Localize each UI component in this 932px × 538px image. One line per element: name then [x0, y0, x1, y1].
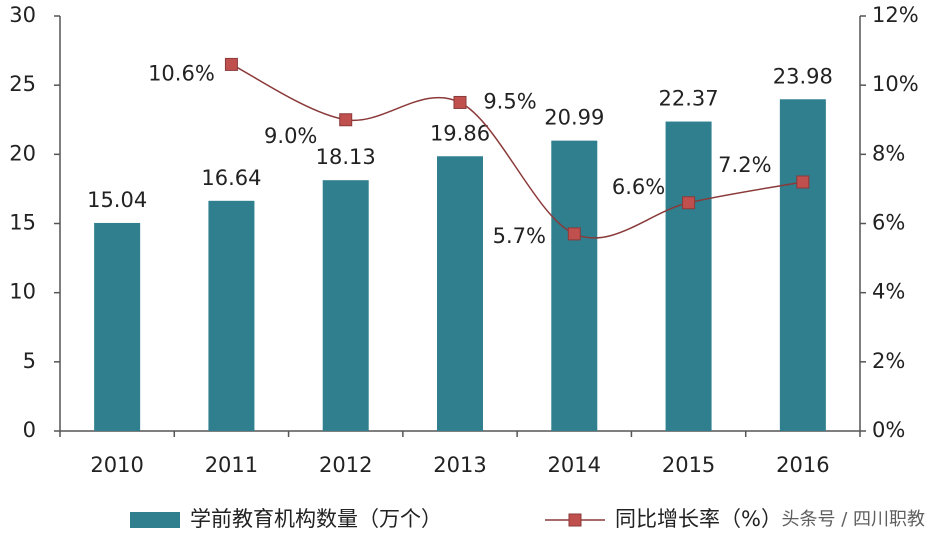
bar [208, 200, 255, 431]
line-marker [682, 196, 696, 210]
line-value-label: 6.6% [612, 175, 665, 199]
bar [322, 180, 369, 431]
line-marker [453, 95, 467, 109]
y-tick-label: 5 [23, 349, 36, 373]
x-tick-label: 2013 [433, 453, 486, 477]
y2-tick-label: 12% [872, 3, 919, 27]
x-tick-label: 2010 [90, 453, 143, 477]
y-tick-label: 20 [9, 141, 36, 165]
y2-tick-label: 8% [872, 141, 905, 165]
line-value-label: 9.5% [483, 89, 536, 113]
bar-value-label: 16.64 [201, 166, 261, 190]
y2-tick-label: 2% [872, 349, 905, 373]
y-tick-label: 0 [23, 418, 36, 442]
y-tick-label: 15 [9, 211, 36, 235]
line-marker [339, 113, 353, 127]
bar [779, 99, 826, 431]
legend-swatch [130, 512, 180, 528]
watermark: 头条号 / 四川职教 [781, 509, 925, 530]
bar-value-label: 20.99 [544, 106, 604, 130]
bar [551, 140, 598, 431]
y-tick-label: 25 [9, 72, 36, 96]
y2-tick-label: 4% [872, 280, 905, 304]
line-value-label: 7.2% [718, 153, 771, 177]
y2-tick-label: 10% [872, 72, 919, 96]
line-marker [567, 227, 581, 241]
legend-label: 学前教育机构数量（万个） [190, 507, 442, 531]
line-value-label: 10.6% [148, 61, 215, 85]
line-value-label: 5.7% [493, 224, 546, 248]
bar-value-label: 15.04 [87, 188, 147, 212]
legend-label: 同比增长率（%） [615, 507, 782, 531]
legend-marker [568, 513, 582, 527]
bar [94, 222, 141, 431]
bar [437, 156, 483, 431]
bar-value-label: 22.37 [659, 87, 719, 111]
x-tick-label: 2016 [776, 453, 829, 477]
x-tick-label: 2012 [319, 453, 372, 477]
bar-value-label: 19.86 [430, 121, 490, 145]
bar-value-label: 18.13 [316, 145, 376, 169]
y-tick-label: 10 [9, 280, 36, 304]
x-tick-label: 2011 [205, 453, 258, 477]
bar-value-label: 23.98 [773, 64, 833, 88]
x-tick-label: 2015 [662, 453, 715, 477]
x-tick-label: 2014 [548, 453, 601, 477]
line-marker [796, 175, 810, 189]
bar [665, 121, 712, 431]
y2-tick-label: 6% [872, 211, 905, 235]
line-value-label: 9.0% [264, 124, 317, 148]
y-tick-label: 30 [9, 3, 36, 27]
y2-tick-label: 0% [872, 418, 905, 442]
line-marker [224, 57, 238, 71]
